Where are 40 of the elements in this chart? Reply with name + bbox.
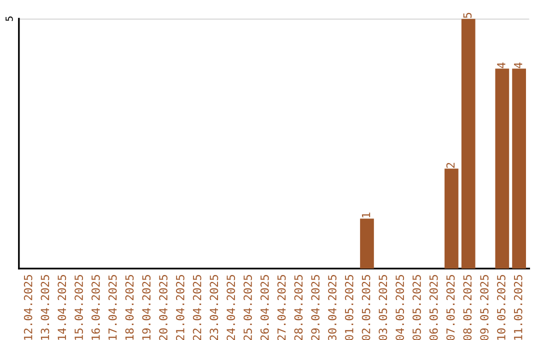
x-tick-label: 06.05.2025 [429,275,438,340]
x-tick-label: 15.04.2025 [74,275,83,340]
x-tick-label: 11.05.2025 [514,275,522,340]
x-tick-label: 22.04.2025 [192,275,202,340]
x-tick-label: 05.05.2025 [412,275,421,340]
x-tick-label: 03.05.2025 [378,275,388,340]
x-tick-label: 23.04.2025 [210,275,218,340]
x-tick-label: 16.04.2025 [91,275,100,340]
data-label: 4 [514,62,522,68]
data-label: 1 [362,212,370,218]
x-tick-label: 20.04.2025 [159,275,168,340]
x-tick-label: 28.04.2025 [294,275,303,340]
bar [360,218,374,269]
x-tick-label: 17.04.2025 [108,275,117,340]
data-label: 2 [446,162,455,168]
x-tick-label: 13.04.2025 [40,275,50,340]
x-tick-label: 10.05.2025 [497,275,506,340]
x-tick-label: 27.04.2025 [277,275,286,340]
x-tick-label: 25.04.2025 [244,275,252,340]
x-tick-label: 18.04.2025 [125,275,134,340]
x-tick-label: 19.04.2025 [142,275,151,340]
bar [512,68,526,269]
x-tick-label: 09.05.2025 [480,275,489,340]
bar [461,18,476,269]
x-tick-label: 12.04.2025 [24,275,32,340]
x-tick-label: 14.04.2025 [58,275,66,340]
x-tick-label: 26.04.2025 [260,275,269,340]
data-label: 4 [497,62,506,68]
data-label: 5 [463,12,472,18]
x-tick-label: 04.05.2025 [396,275,404,340]
x-tick-label: 08.05.2025 [463,275,472,340]
x-tick-label: 02.05.2025 [362,275,370,340]
x-tick-label: 21.04.2025 [176,275,184,340]
x-tick-label: 07.05.2025 [446,275,455,340]
x-tick-label: 24.04.2025 [226,275,236,340]
x-tick-label: 30.04.2025 [328,275,336,340]
x-tick-label: 01.05.2025 [344,275,354,340]
bar [444,168,458,269]
x-tick-label: 29.04.2025 [311,275,320,340]
bar [495,68,510,269]
